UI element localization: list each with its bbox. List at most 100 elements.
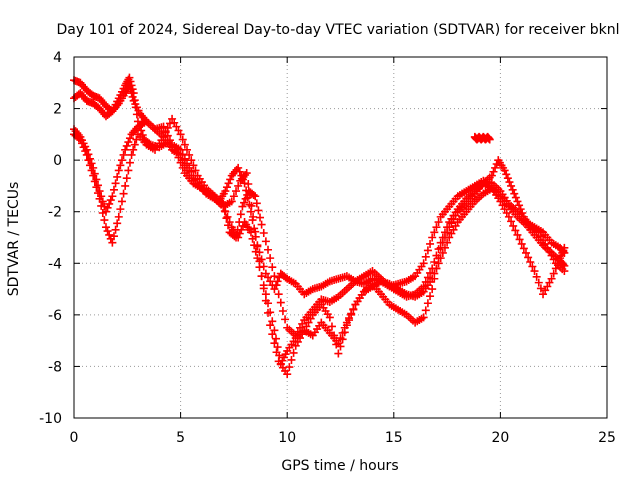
- data-point-marker: [255, 257, 264, 266]
- grid-lines: [74, 57, 607, 418]
- data-point-marker: [178, 135, 187, 144]
- data-point-marker: [180, 154, 189, 163]
- data-point-marker: [287, 355, 296, 364]
- data-point-marker: [432, 251, 441, 260]
- data-point-marker: [254, 206, 263, 215]
- data-point-marker: [500, 166, 509, 175]
- data-point-marker: [124, 138, 133, 147]
- data-point-marker: [163, 123, 172, 132]
- data-point-marker: [513, 230, 522, 239]
- data-point-marker: [232, 187, 241, 196]
- data-point-marker: [327, 322, 336, 331]
- data-point-marker: [266, 254, 275, 263]
- data-point-marker: [264, 308, 273, 317]
- data-point-marker: [270, 272, 279, 281]
- x-tick-label: 20: [491, 430, 509, 446]
- data-point-marker: [503, 174, 512, 183]
- data-point-marker: [128, 92, 137, 101]
- series-track-3: [70, 117, 569, 379]
- data-point-marker: [421, 252, 430, 261]
- data-points: [70, 73, 569, 379]
- x-axis-label: GPS time / hours: [281, 458, 398, 474]
- data-point-marker: [261, 296, 270, 305]
- data-point-marker: [421, 306, 430, 315]
- data-point-marker: [289, 348, 298, 357]
- data-point-marker: [125, 81, 134, 90]
- data-point-marker: [251, 227, 260, 236]
- data-point-marker: [125, 158, 134, 167]
- data-point-marker: [122, 174, 131, 183]
- data-point-marker: [507, 217, 516, 226]
- data-point-marker: [236, 210, 245, 219]
- data-point-marker: [428, 233, 437, 242]
- data-point-marker: [182, 145, 191, 154]
- data-point-marker: [125, 134, 134, 143]
- data-point-marker: [502, 170, 511, 179]
- data-point-marker: [125, 73, 134, 82]
- data-point-marker: [285, 363, 294, 372]
- data-point-marker: [129, 145, 138, 154]
- data-point-marker: [242, 169, 251, 178]
- data-point-marker: [111, 179, 120, 188]
- data-point-marker: [419, 259, 428, 268]
- data-point-marker: [509, 221, 518, 230]
- data-point-marker: [127, 150, 136, 159]
- data-point-marker: [100, 216, 109, 225]
- data-point-marker: [430, 274, 439, 283]
- data-point-marker: [105, 199, 114, 208]
- data-point-marker: [259, 228, 268, 237]
- data-point-marker: [325, 313, 334, 322]
- series-track-4: [70, 114, 569, 340]
- data-point-marker: [507, 181, 516, 190]
- data-point-marker: [126, 77, 135, 86]
- data-point-marker: [259, 284, 268, 293]
- data-point-marker: [443, 223, 452, 232]
- y-tick-label: -2: [48, 205, 62, 221]
- data-point-marker: [423, 273, 432, 282]
- data-point-marker: [485, 135, 494, 144]
- data-point-marker: [223, 212, 232, 221]
- data-point-marker: [426, 239, 435, 248]
- data-point-marker: [515, 201, 524, 210]
- data-point-marker: [121, 145, 130, 154]
- data-point-marker: [105, 230, 114, 239]
- data-point-marker: [426, 292, 435, 301]
- data-point-marker: [347, 310, 356, 319]
- data-point-marker: [334, 349, 343, 358]
- data-point-marker: [436, 238, 445, 247]
- data-point-marker: [116, 205, 125, 214]
- data-point-marker: [84, 156, 93, 165]
- data-point-marker: [109, 232, 118, 241]
- data-point-marker: [117, 197, 126, 206]
- data-point-marker: [121, 181, 130, 190]
- data-point-marker: [108, 238, 117, 247]
- data-point-marker: [513, 197, 522, 206]
- data-point-marker: [159, 132, 168, 141]
- data-point-marker: [98, 209, 107, 218]
- data-point-marker: [95, 194, 104, 203]
- data-point-marker: [235, 167, 244, 176]
- data-point-marker: [276, 298, 285, 307]
- data-point-marker: [244, 179, 253, 188]
- data-point-marker: [180, 140, 189, 149]
- data-point-marker: [332, 340, 341, 349]
- data-point-marker: [549, 269, 558, 278]
- data-point-marker: [191, 166, 200, 175]
- data-point-marker: [101, 223, 110, 232]
- data-point-marker: [510, 189, 519, 198]
- y-tick-label: -8: [48, 359, 62, 375]
- data-point-marker: [90, 177, 99, 186]
- data-point-marker: [114, 166, 123, 175]
- data-point-marker: [85, 161, 94, 170]
- data-point-marker: [256, 213, 265, 222]
- y-tick-label: -6: [48, 308, 62, 324]
- data-point-marker: [517, 239, 526, 248]
- data-point-marker: [222, 214, 231, 223]
- data-point-marker: [534, 278, 543, 287]
- data-point-marker: [92, 183, 101, 192]
- data-point-marker: [489, 167, 498, 176]
- data-point-marker: [426, 268, 435, 277]
- data-point-marker: [511, 226, 520, 235]
- data-point-marker: [249, 190, 258, 199]
